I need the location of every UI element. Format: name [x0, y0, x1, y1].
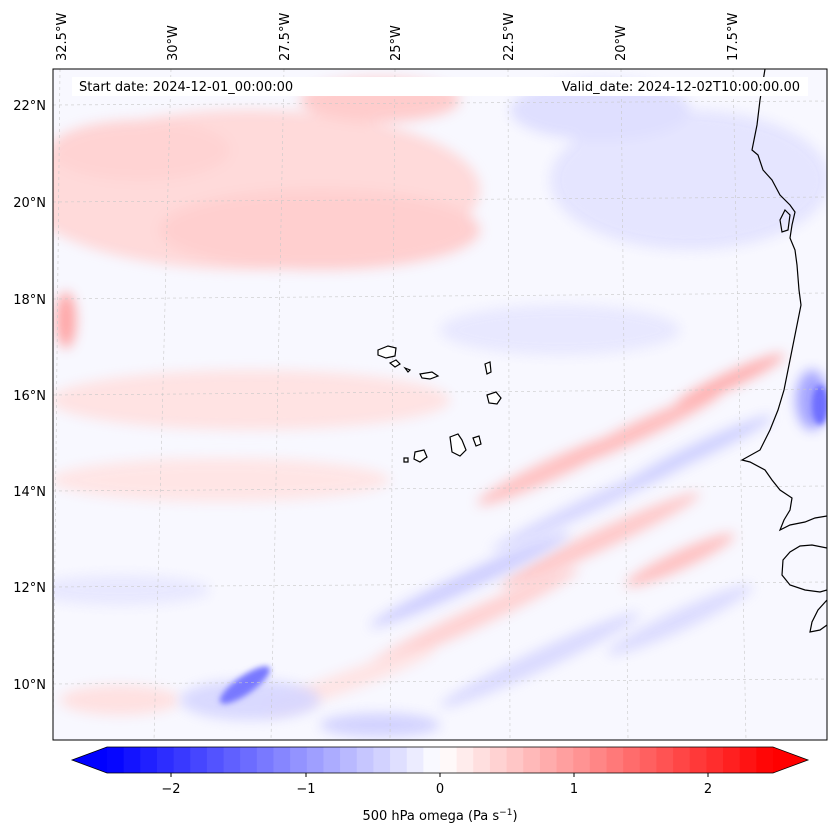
colorbar-segment: [256, 747, 274, 773]
lon-label: 25°W: [389, 25, 404, 61]
colorbar-segment: [406, 747, 424, 773]
valid-date-label: Valid_date: 2024-12-02T10:00:00.00: [562, 80, 800, 95]
colorbar-segment: [340, 747, 358, 773]
cape-verde-islands: [377, 345, 502, 463]
colorbar-segment: [156, 747, 175, 773]
latitude-labels: 22°N 20°N 18°N 16°N 14°N 12°N 10°N: [13, 99, 46, 693]
colorbar-segment: [473, 747, 491, 773]
colorbar-segment: [223, 747, 241, 773]
colorbar-segment: [306, 747, 324, 773]
date-info: Start date: 2024-12-01_00:00:00 Valid_da…: [72, 77, 808, 96]
colorbar-segment: [423, 747, 441, 773]
map-panel: [52, 68, 828, 741]
lat-label: 16°N: [13, 389, 46, 404]
colorbar-min-extend: [72, 747, 107, 773]
colorbar-segment: [390, 747, 408, 773]
lon-label: 22.5°W: [502, 13, 517, 61]
colorbar-segment: [589, 747, 607, 773]
colorbar-segment: [556, 747, 574, 773]
colorbar-segment: [240, 747, 258, 773]
colorbar-segment: [623, 747, 641, 773]
colorbar-segment: [656, 747, 674, 773]
colorbar-segment: [606, 747, 624, 773]
colorbar-segment: [290, 747, 308, 773]
colorbar-segment: [573, 747, 591, 773]
lat-label: 18°N: [13, 293, 46, 308]
colorbar-segment: [639, 747, 657, 773]
colorbar-segment: [689, 747, 707, 773]
colorbar-tick-label: −1: [296, 782, 315, 797]
longitude-labels: 32.5°W 30°W 27.5°W 25°W 22.5°W 20°W 17.5…: [55, 13, 741, 61]
colorbar-segment: [190, 747, 208, 773]
colorbar-segment: [673, 747, 691, 773]
colorbar-tick-label: −2: [161, 782, 180, 797]
colorbar-segment: [706, 747, 724, 773]
colorbar-segment: [356, 747, 374, 773]
colorbar-segment: [107, 747, 125, 773]
colorbar-segment: [373, 747, 391, 773]
lon-label: 30°W: [166, 25, 181, 61]
colorbar-segment: [323, 747, 341, 773]
lat-label: 10°N: [13, 678, 46, 693]
lat-label: 12°N: [13, 581, 46, 596]
colorbar-tick-label: 1: [570, 782, 578, 797]
colorbar-segment: [523, 747, 541, 773]
colorbar-segments: [107, 747, 774, 773]
colorbar-segment: [739, 747, 757, 773]
colorbar-label: 500 hPa omega (Pa s−1): [362, 808, 517, 824]
colorbar-segment: [723, 747, 741, 773]
colorbar-max-extend: [773, 747, 808, 773]
omega-field: [53, 78, 827, 737]
colorbar-outline: [70, 746, 810, 774]
colorbar-segment: [173, 747, 191, 773]
colorbar-segment: [489, 747, 508, 773]
lat-label: 22°N: [13, 99, 46, 114]
colorbar-segment: [123, 747, 141, 773]
colorbar-segment: [273, 747, 291, 773]
colorbar-segment: [140, 747, 158, 773]
lat-label: 14°N: [13, 485, 46, 500]
lon-label: 17.5°W: [726, 13, 741, 61]
colorbar-segment: [206, 747, 225, 773]
colorbar-tick-label: 0: [436, 782, 444, 797]
colorbar-segment: [506, 747, 524, 773]
coastline: [740, 69, 827, 633]
colorbar-segment: [440, 747, 458, 773]
lon-label: 27.5°W: [278, 13, 293, 61]
start-date-label: Start date: 2024-12-01_00:00:00: [79, 80, 293, 95]
colorbar: −2 −1 0 1 2 500 hPa omega (Pa s−1): [70, 746, 810, 824]
lon-label: 32.5°W: [55, 13, 70, 61]
lat-label: 20°N: [13, 196, 46, 211]
graticule: [53, 69, 827, 740]
colorbar-ticks: −2 −1 0 1 2: [161, 773, 712, 797]
colorbar-tick-label: 2: [704, 782, 712, 797]
colorbar-segment: [756, 747, 774, 773]
lon-label: 20°W: [614, 25, 629, 61]
colorbar-segment: [539, 747, 558, 773]
colorbar-segment: [456, 747, 474, 773]
